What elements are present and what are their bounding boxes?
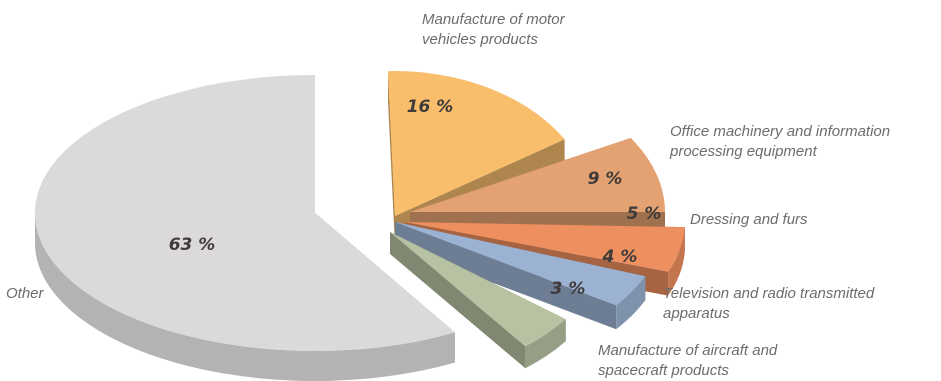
value-label-aircraft-spacecraft: 3 % [551, 279, 586, 299]
slice-top-other [34, 74, 455, 351]
value-labels: 16 % 9 %5 % 4 % 3 % 63 % [169, 97, 662, 299]
slice-aircraft-spacecraft [390, 232, 566, 369]
category-label-other: Other [6, 285, 45, 302]
slice-top-motor-vehicles [388, 71, 565, 216]
slice-side-aircraft-spacecraft [525, 319, 566, 369]
slice-wall-motor-vehicles-start [388, 71, 395, 246]
slice-side-television-radio [616, 276, 646, 330]
slice-side-other [35, 213, 455, 381]
category-label-office-machinery: Office machinery and information processi… [669, 123, 890, 160]
category-labels: Manufacture of motor vehicles products Off… [6, 11, 890, 379]
slice-side-dressing-furs [668, 227, 685, 296]
pie-slices [34, 71, 685, 381]
slice-wall-aircraft-spacecraft-end [390, 232, 526, 369]
slice-top-dressing-furs [405, 222, 685, 272]
slice-wall-television-radio-end [395, 222, 617, 330]
slice-top-television-radio [395, 222, 646, 306]
value-label-motor-vehicles: 16 % [407, 97, 454, 117]
slice-other [34, 74, 455, 381]
category-label-motor-vehicles: Manufacture of motor vehicles products [422, 11, 566, 48]
slice-top-aircraft-spacecraft [390, 232, 566, 347]
slice-top-office-machinery [410, 138, 665, 212]
value-label-dressing-furs: 5 % [627, 204, 662, 224]
slice-television-radio [395, 222, 646, 330]
value-label-television-radio: 4 % [602, 247, 638, 267]
category-label-aircraft-spacecraft: Manufacture of aircraft and spacecraft pr… [598, 342, 778, 379]
value-label-office-machinery: 9 % [588, 169, 623, 189]
category-label-television-radio: Television and radio transmitted apparatu… [663, 285, 875, 322]
value-label-other: 63 % [169, 235, 216, 255]
category-label-dressing-furs: Dressing and furs [690, 211, 808, 228]
